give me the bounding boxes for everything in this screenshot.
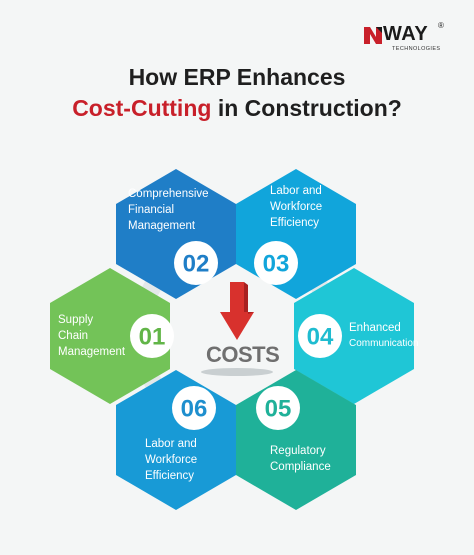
label-line: Communication <box>349 338 419 349</box>
label-line: Financial <box>128 204 175 216</box>
hexagon-06-label: Labor and Workforce Efficiency <box>145 436 197 484</box>
hexagon-05-label: Regulatory Compliance <box>270 443 331 475</box>
hexagon-01-label: Supply Chain Management <box>58 312 125 360</box>
logo-name: WAY <box>383 23 429 45</box>
n-logo-icon <box>364 27 382 44</box>
costs-shadow <box>201 368 273 376</box>
hexagon-04-label: Enhanced Communication <box>349 320 418 352</box>
number-circle-06: 06 <box>172 386 216 430</box>
label-line: Labor and <box>145 438 197 450</box>
costs-label: COSTS <box>206 342 279 367</box>
label-line: Enhanced <box>349 322 401 334</box>
number-03: 03 <box>263 251 290 278</box>
label-line: Workforce <box>145 454 198 466</box>
label-line: Management <box>58 346 126 358</box>
title-line-2: Cost-Cutting in Construction? <box>0 95 474 122</box>
nway-logo: WAY ® TECHNOLOGIES <box>362 21 462 58</box>
label-line: Comprehensive <box>128 188 209 200</box>
label-line: Chain <box>58 330 89 342</box>
hexagon-04 <box>294 268 414 404</box>
number-circle-04: 04 <box>298 314 342 358</box>
hexagon-03-label: Labor and Workforce Efficiency <box>270 183 322 231</box>
down-arrow-icon <box>220 282 254 340</box>
label-line: Efficiency <box>270 217 320 229</box>
number-06: 06 <box>181 396 208 423</box>
hexagon-02-label: Comprehensive Financial Management <box>128 186 209 234</box>
registered-mark: ® <box>438 21 444 30</box>
number-04: 04 <box>307 324 334 351</box>
label-line: Regulatory <box>270 445 326 457</box>
number-02: 02 <box>183 251 210 278</box>
label-line: Management <box>128 220 196 232</box>
label-line: Compliance <box>270 461 331 473</box>
number-05: 05 <box>265 396 292 423</box>
number-circle-03: 03 <box>254 241 298 285</box>
title-rest: in Construction? <box>211 95 402 121</box>
title-accent: Cost-Cutting <box>72 95 212 121</box>
logo-subtitle: TECHNOLOGIES <box>392 46 441 52</box>
title-line-1: How ERP Enhances <box>128 64 346 90</box>
label-line: Workforce <box>270 201 323 213</box>
label-line: Efficiency <box>145 470 195 482</box>
number-01: 01 <box>139 324 166 351</box>
number-circle-05: 05 <box>256 386 300 430</box>
number-circle-01: 01 <box>130 314 174 358</box>
label-line: Labor and <box>270 185 322 197</box>
hexagon-01 <box>50 268 170 404</box>
label-line: Supply <box>58 314 94 326</box>
number-circle-02: 02 <box>174 241 218 285</box>
